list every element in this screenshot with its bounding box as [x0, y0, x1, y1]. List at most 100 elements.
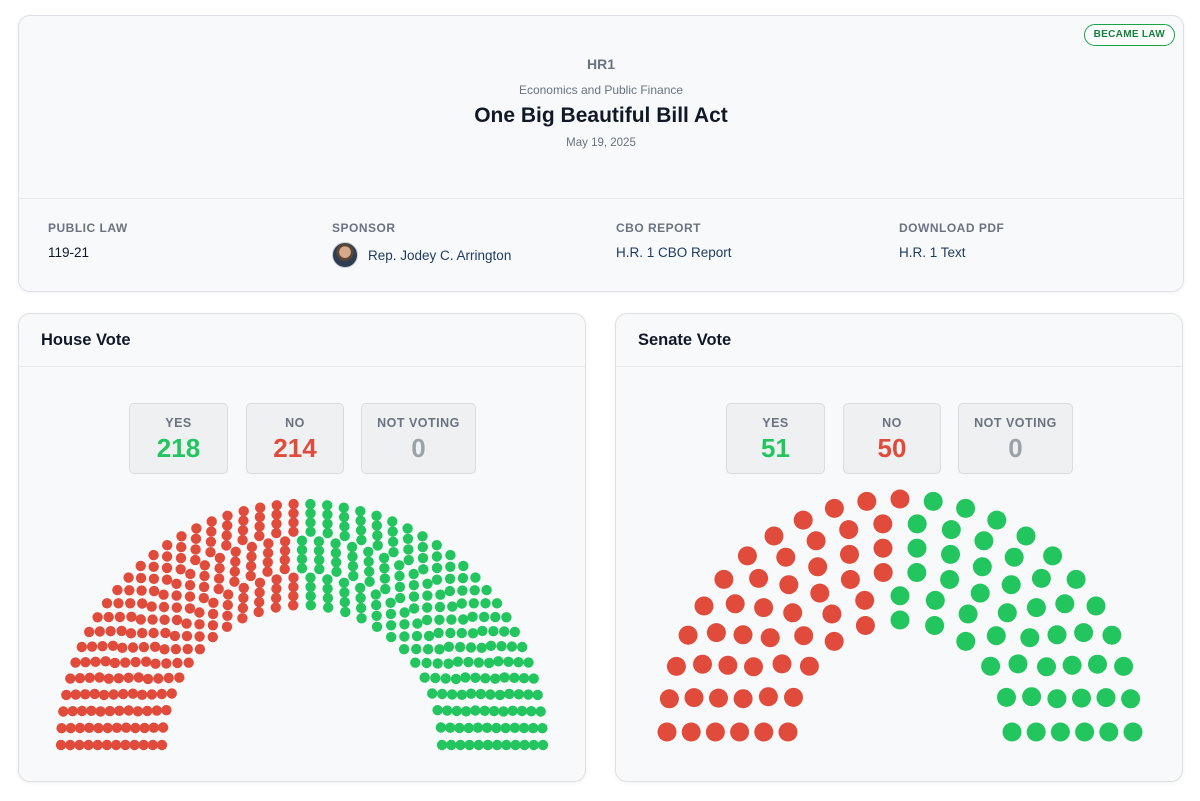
seat-no	[754, 722, 774, 742]
seat-yes	[1004, 547, 1024, 567]
seat-no	[873, 514, 893, 534]
bill-date: May 19, 2025	[566, 137, 636, 149]
seat-no	[718, 655, 738, 675]
seat-no	[76, 641, 87, 653]
seat-yes	[907, 514, 927, 534]
seat-no	[213, 583, 224, 595]
seat-yes	[491, 598, 503, 609]
seat-no	[161, 551, 173, 562]
seat-no	[245, 570, 256, 582]
seat-no	[148, 549, 159, 561]
seat-no	[172, 657, 183, 669]
seat-yes	[501, 612, 512, 623]
seat-yes	[476, 642, 487, 653]
seat-yes	[478, 611, 490, 623]
sponsor-link[interactable]: Rep. Jodey C. Arrington	[332, 242, 511, 268]
seat-no	[130, 656, 141, 668]
seat-yes	[444, 573, 456, 584]
senate-no-count: 50	[877, 433, 907, 463]
house-yes-count: 218	[156, 433, 201, 463]
seat-no	[288, 600, 299, 611]
seat-no	[839, 520, 859, 540]
seat-no	[146, 601, 157, 612]
seat-no	[253, 606, 264, 618]
seat-no	[160, 627, 171, 639]
seat-no	[61, 689, 72, 701]
seat-yes	[517, 641, 528, 653]
seat-yes	[322, 583, 333, 594]
seat-no	[754, 598, 774, 618]
seat-yes	[519, 739, 530, 751]
seat-no	[95, 706, 106, 717]
seat-no	[123, 572, 134, 583]
seat-no	[238, 592, 249, 604]
seat-yes	[322, 574, 333, 585]
seat-yes	[398, 644, 410, 655]
seat-yes	[537, 739, 549, 751]
seat-yes	[387, 516, 398, 527]
cbo-report-link[interactable]: H.R. 1 CBO Report	[616, 245, 732, 260]
seat-no	[136, 689, 148, 700]
seat-no	[207, 631, 218, 643]
seat-yes	[387, 526, 398, 537]
seat-yes	[431, 574, 443, 585]
seat-yes	[526, 706, 537, 717]
seat-no	[148, 627, 159, 639]
seat-yes	[446, 614, 457, 625]
seat-no	[161, 562, 173, 574]
seat-no	[139, 722, 150, 734]
seat-yes	[523, 689, 534, 700]
seat-no	[190, 544, 201, 555]
seat-no	[103, 611, 114, 623]
seat-no	[806, 531, 826, 551]
seat-yes	[452, 656, 464, 667]
seat-yes	[322, 518, 333, 529]
seat-yes	[1102, 625, 1122, 645]
seat-no	[271, 527, 282, 539]
seat-no	[772, 654, 792, 674]
seat-yes	[1121, 689, 1141, 709]
seat-no	[132, 706, 144, 717]
seat-yes	[371, 599, 382, 611]
seat-yes	[503, 656, 514, 667]
seat-yes	[434, 644, 445, 655]
seat-yes	[468, 598, 479, 609]
status-badge: BECAME LAW	[1083, 24, 1175, 46]
seat-no	[67, 706, 78, 717]
seat-yes	[417, 531, 428, 542]
seat-no	[65, 739, 76, 751]
seat-yes	[431, 562, 443, 574]
seat-no	[147, 739, 158, 751]
seat-yes	[488, 705, 500, 717]
seat-no	[146, 689, 158, 700]
seat-no	[118, 688, 129, 700]
sponsor-section: SPONSOR Rep. Jodey C. Arrington	[332, 221, 511, 268]
seat-yes	[454, 722, 465, 734]
seat-no	[254, 521, 265, 532]
seat-no	[171, 614, 183, 626]
seat-yes	[465, 688, 477, 699]
senate-seat-chart	[657, 489, 1143, 742]
seat-yes	[305, 590, 316, 602]
seat-yes	[423, 630, 435, 642]
seat-no	[194, 619, 205, 630]
seat-no	[161, 574, 173, 585]
seat-no	[229, 576, 240, 587]
seat-no	[784, 687, 803, 707]
seat-no	[70, 689, 81, 700]
seat-yes	[491, 739, 503, 751]
seat-no	[758, 687, 778, 707]
seat-yes	[510, 739, 521, 751]
senate-not-voting-box: NOT VOTING 0	[958, 403, 1073, 474]
seat-yes	[433, 627, 444, 639]
house-yes-box: YES 218	[129, 403, 228, 474]
seat-no	[110, 739, 122, 751]
seat-yes	[296, 535, 308, 546]
seat-yes	[488, 626, 499, 637]
seat-no	[279, 563, 290, 575]
seat-yes	[442, 705, 453, 716]
seat-yes	[379, 563, 390, 574]
seat-yes	[475, 688, 486, 700]
seat-no	[137, 598, 148, 609]
download-pdf-link[interactable]: H.R. 1 Text	[899, 245, 966, 260]
